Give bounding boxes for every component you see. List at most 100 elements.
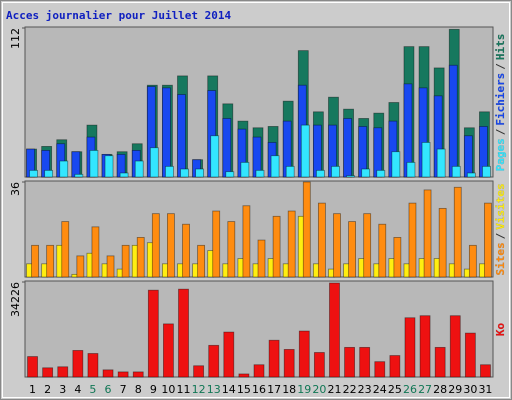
legend: Pages / Fichiers / Hits xyxy=(494,34,507,172)
bar xyxy=(177,94,186,178)
bar xyxy=(136,237,145,278)
bar xyxy=(223,331,235,378)
x-tick-label: 1 xyxy=(29,383,36,396)
bar xyxy=(134,160,144,178)
bar xyxy=(270,155,280,178)
y-tick-label: 34226 xyxy=(9,282,22,317)
bar xyxy=(346,175,355,178)
bar xyxy=(448,64,458,178)
bar xyxy=(331,165,340,178)
bar xyxy=(300,124,310,178)
bar xyxy=(178,288,189,378)
bar xyxy=(482,165,491,178)
bar xyxy=(210,135,220,178)
legend-entry: Fichiers xyxy=(494,73,507,126)
x-tick-label: 4 xyxy=(74,383,81,396)
bar xyxy=(89,149,99,178)
bar xyxy=(376,169,386,178)
plot-area xyxy=(24,280,494,378)
bar xyxy=(222,118,232,178)
bar xyxy=(312,124,322,178)
bar xyxy=(240,161,250,178)
bar xyxy=(31,244,39,278)
bar xyxy=(484,202,492,278)
bar xyxy=(91,226,100,278)
bar xyxy=(167,213,175,278)
x-tick-label: 12 xyxy=(192,383,206,396)
bar xyxy=(29,169,38,178)
bar xyxy=(419,315,431,378)
x-tick-label: 8 xyxy=(135,383,142,396)
bar xyxy=(61,221,70,278)
y-tick-label: 36 xyxy=(9,182,22,196)
legend-entry: Hits xyxy=(494,34,507,61)
bar xyxy=(104,155,114,178)
bar xyxy=(363,213,372,278)
legend: Sites / Visites xyxy=(494,183,507,275)
x-tick-label: 15 xyxy=(237,383,251,396)
bar xyxy=(287,210,296,278)
bar xyxy=(76,255,85,278)
x-tick-label: 9 xyxy=(150,383,157,396)
bar xyxy=(343,118,352,178)
bar xyxy=(268,339,280,378)
bar xyxy=(255,169,265,178)
bar xyxy=(389,355,401,378)
bar xyxy=(132,371,144,378)
legend-entry: Visites xyxy=(494,183,507,229)
bar xyxy=(438,207,447,278)
x-tick-label: 14 xyxy=(222,383,236,396)
bar xyxy=(163,323,174,378)
x-tick-label: 23 xyxy=(358,383,372,396)
bar xyxy=(71,151,81,178)
bar xyxy=(302,181,311,278)
bar xyxy=(74,173,84,178)
x-tick-label: 18 xyxy=(282,383,296,396)
bar xyxy=(421,142,431,178)
bar xyxy=(436,148,446,178)
bar xyxy=(378,223,387,278)
bar xyxy=(147,289,159,378)
bar xyxy=(404,317,416,378)
legend-entry: Sites xyxy=(494,242,507,275)
bar xyxy=(106,255,115,278)
bar xyxy=(480,364,491,378)
x-tick-label: 17 xyxy=(267,383,281,396)
bar xyxy=(373,127,383,178)
bar xyxy=(193,365,205,378)
bar xyxy=(257,239,266,278)
bar xyxy=(149,147,159,178)
bar xyxy=(197,244,206,278)
x-tick-label: 24 xyxy=(373,383,387,396)
bar xyxy=(344,346,355,378)
bar xyxy=(466,172,476,178)
bar xyxy=(208,344,220,378)
x-tick-label: 26 xyxy=(403,383,417,396)
bar xyxy=(117,371,129,378)
bar xyxy=(72,350,84,378)
x-tick-label: 20 xyxy=(312,383,326,396)
legend-separator: / xyxy=(494,63,507,70)
legend-separator: / xyxy=(494,128,507,135)
bar xyxy=(212,210,221,278)
x-tick-label: 2 xyxy=(44,383,51,396)
bar xyxy=(463,135,473,178)
bar xyxy=(272,215,281,278)
x-tick-label: 29 xyxy=(448,383,462,396)
bar xyxy=(434,346,446,378)
x-tick-label: 25 xyxy=(388,383,402,396)
bar xyxy=(121,244,130,278)
x-tick-label: 11 xyxy=(177,383,191,396)
bar xyxy=(162,87,171,178)
x-tick-label: 27 xyxy=(418,383,432,396)
x-tick-label: 10 xyxy=(161,383,175,396)
x-tick-label: 6 xyxy=(105,383,112,396)
bar xyxy=(285,165,295,178)
bar xyxy=(195,168,205,178)
bar xyxy=(423,189,432,278)
bar xyxy=(451,165,461,178)
bar xyxy=(238,373,250,378)
chart-title: Acces journalier pour Juillet 2014 xyxy=(6,9,232,22)
